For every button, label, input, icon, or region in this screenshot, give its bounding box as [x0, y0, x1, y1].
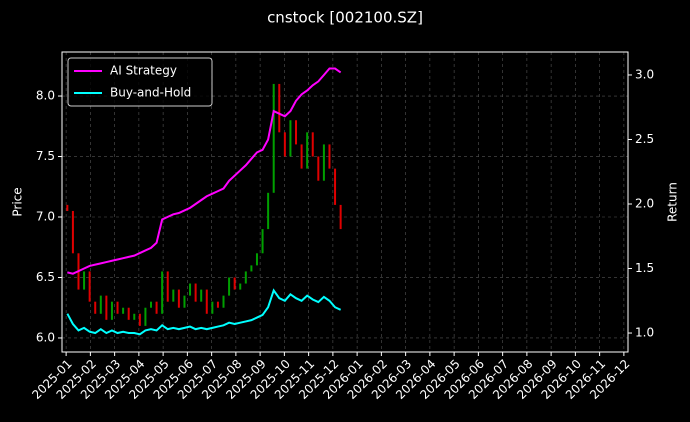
candle [211, 301, 214, 314]
candle [233, 277, 236, 290]
candle [166, 271, 169, 302]
candle [317, 156, 320, 181]
candle [244, 271, 247, 284]
candle [311, 132, 314, 157]
candle [155, 301, 158, 314]
candle [289, 120, 292, 157]
candle [272, 83, 275, 193]
y2-tick-label: 2.0 [635, 197, 654, 211]
candle [133, 313, 136, 320]
candle [278, 83, 281, 133]
candle [88, 271, 91, 302]
candle [172, 289, 175, 302]
y2-tick-label: 3.0 [635, 67, 654, 81]
chart-title: cnstock [002100.SZ] [267, 9, 423, 27]
y-tick-label: 7.5 [36, 149, 55, 163]
line-series [66, 288, 342, 336]
candle [183, 295, 186, 308]
candle [110, 301, 113, 320]
candle [71, 210, 74, 254]
candle [328, 144, 331, 169]
candle [200, 289, 203, 302]
candle [283, 132, 286, 157]
candle [322, 144, 325, 181]
candle [105, 295, 108, 320]
y2-axis-label: Return [666, 182, 680, 222]
candle [149, 301, 152, 308]
y2-tick-label: 2.5 [635, 132, 654, 146]
y-tick-label: 7.0 [36, 210, 55, 224]
candle [116, 301, 119, 314]
legend-box [67, 57, 213, 107]
candle [94, 301, 97, 314]
candle [255, 253, 258, 266]
candle [334, 168, 337, 205]
candle [177, 289, 180, 308]
y-tick-label: 8.0 [36, 89, 55, 103]
candle [161, 271, 164, 314]
legend-label: AI Strategy [110, 64, 177, 78]
y2-tick-label: 1.0 [635, 326, 654, 340]
candle [189, 283, 192, 296]
candle [99, 295, 102, 314]
candle [339, 204, 342, 230]
candle [66, 204, 69, 211]
candle [300, 144, 303, 169]
candle [222, 295, 225, 308]
candle [228, 277, 231, 296]
candle [239, 283, 242, 290]
y2-tick-label: 1.5 [635, 261, 654, 275]
candle [83, 271, 86, 290]
y-tick-label: 6.0 [36, 330, 55, 344]
candle [261, 229, 264, 254]
candle [216, 301, 219, 308]
y-tick-label: 6.5 [36, 270, 55, 284]
candle [250, 265, 253, 272]
candle [138, 313, 141, 326]
candle [295, 120, 298, 145]
legend-label: Buy-and-Hold [110, 86, 191, 100]
candle [267, 192, 270, 230]
candle [122, 307, 125, 314]
candle [144, 307, 147, 326]
candle [194, 283, 197, 302]
y-axis-label: Price [11, 187, 25, 216]
plot-frame [61, 51, 629, 353]
line-series [67, 67, 342, 275]
candle [205, 289, 208, 314]
candle [306, 132, 309, 169]
candle [127, 307, 130, 320]
